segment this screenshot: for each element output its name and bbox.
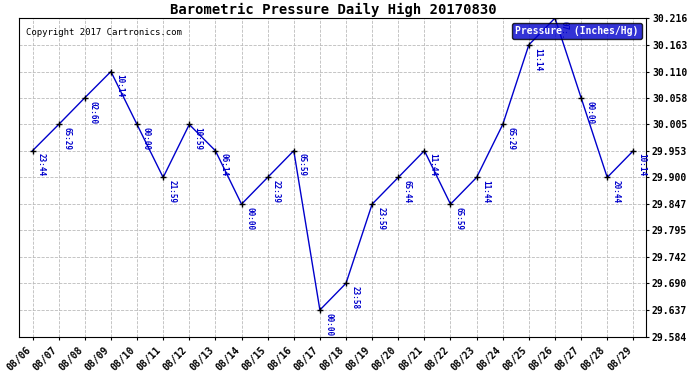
Text: 00:00: 00:00: [324, 313, 333, 336]
Text: 11:44: 11:44: [428, 153, 437, 177]
Text: Copyright 2017 Cartronics.com: Copyright 2017 Cartronics.com: [26, 28, 181, 37]
Text: 23:59: 23:59: [376, 207, 385, 230]
Text: 23:58: 23:58: [351, 286, 359, 309]
Text: 07:.: 07:.: [559, 21, 568, 39]
Text: 02:60: 02:60: [89, 100, 98, 124]
Text: 65:29: 65:29: [63, 127, 72, 150]
Text: 10:14: 10:14: [638, 153, 647, 177]
Text: 21:59: 21:59: [167, 180, 177, 203]
Text: 65:29: 65:29: [507, 127, 516, 150]
Text: 06:14: 06:14: [219, 153, 228, 177]
Text: 22:39: 22:39: [272, 180, 281, 203]
Legend: Pressure  (Inches/Hg): Pressure (Inches/Hg): [513, 23, 642, 39]
Text: 10:14: 10:14: [115, 74, 124, 98]
Title: Barometric Pressure Daily High 20170830: Barometric Pressure Daily High 20170830: [170, 3, 496, 17]
Text: 11:14: 11:14: [533, 48, 542, 71]
Text: 00:00: 00:00: [585, 100, 594, 124]
Text: 05:59: 05:59: [298, 153, 307, 177]
Text: 65:44: 65:44: [402, 180, 411, 203]
Text: 65:59: 65:59: [455, 207, 464, 230]
Text: 20:44: 20:44: [611, 180, 620, 203]
Text: 00:00: 00:00: [246, 207, 255, 230]
Text: 11:44: 11:44: [481, 180, 490, 203]
Text: 10:59: 10:59: [193, 127, 202, 150]
Text: 00:00: 00:00: [141, 127, 150, 150]
Text: 23:44: 23:44: [37, 153, 46, 177]
